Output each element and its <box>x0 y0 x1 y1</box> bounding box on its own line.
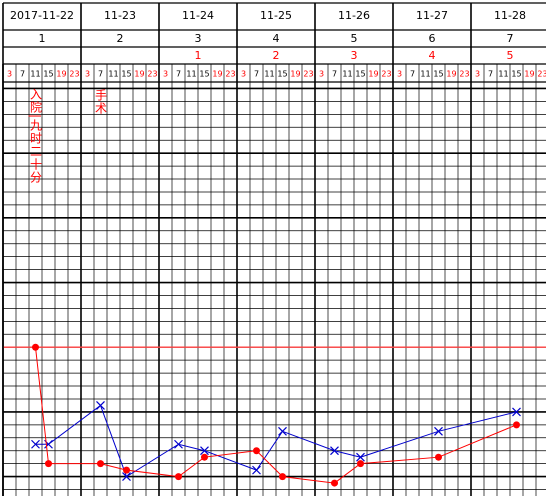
hour-label: 3 <box>163 70 168 79</box>
hour-label: 11 <box>30 70 40 79</box>
hour-label: 7 <box>488 70 493 79</box>
hour-label: 15 <box>43 70 53 79</box>
dot-marker <box>175 473 182 481</box>
hour-label: 7 <box>332 70 337 79</box>
x-marker <box>200 446 209 456</box>
dot-marker <box>279 473 286 481</box>
x-marker <box>434 426 443 436</box>
x-marker <box>512 407 521 417</box>
x-marker <box>330 446 339 456</box>
hour-label: 11 <box>498 70 508 79</box>
annotation: 入院|九时二十分 <box>29 88 43 184</box>
hour-label: 19 <box>368 70 378 79</box>
hour-label: 3 <box>475 70 480 79</box>
hour-label: 19 <box>212 70 222 79</box>
post-op-day: 2 <box>273 49 280 62</box>
hour-label: 7 <box>254 70 259 79</box>
dot-marker <box>32 343 39 351</box>
hour-label: 3 <box>241 70 246 79</box>
hour-label: 3 <box>7 70 12 79</box>
post-op-day: 5 <box>507 49 514 62</box>
x-marker <box>122 472 131 482</box>
dot-marker <box>331 479 338 487</box>
hour-label: 7 <box>98 70 103 79</box>
x-marker <box>31 439 40 449</box>
hour-label: 19 <box>56 70 66 79</box>
hour-label: 15 <box>199 70 209 79</box>
hour-label: 3 <box>319 70 324 79</box>
x-marker <box>174 439 183 449</box>
dot-marker <box>357 460 364 468</box>
hour-label: 19 <box>290 70 300 79</box>
date-label: 11-25 <box>260 9 292 22</box>
hour-label: 19 <box>134 70 144 79</box>
annotation: 手术 <box>94 89 108 115</box>
day-number: 2 <box>117 32 124 45</box>
series-line <box>35 347 517 484</box>
hour-label: 3 <box>397 70 402 79</box>
x-marker <box>356 452 365 462</box>
hour-label: 15 <box>277 70 287 79</box>
dot-marker <box>253 447 260 455</box>
x-marker <box>96 401 105 410</box>
hour-label: 15 <box>511 70 521 79</box>
hour-label: 23 <box>381 70 391 79</box>
series-line <box>35 404 517 478</box>
day-number: 5 <box>351 32 358 45</box>
hour-label: 15 <box>355 70 365 79</box>
hour-label: 23 <box>69 70 79 79</box>
hour-label: 23 <box>537 70 546 79</box>
dot-marker <box>45 460 52 468</box>
day-number: 7 <box>507 32 514 45</box>
hour-label: 19 <box>524 70 534 79</box>
date-label: 11-23 <box>104 9 136 22</box>
hour-label: 11 <box>420 70 430 79</box>
hour-label: 11 <box>186 70 196 79</box>
hour-label: 3 <box>85 70 90 79</box>
hour-label: 15 <box>121 70 131 79</box>
post-op-day: 4 <box>429 49 436 62</box>
day-number: 1 <box>39 32 46 45</box>
x-marker <box>278 426 287 436</box>
dot-marker <box>97 460 104 468</box>
x-marker <box>252 465 261 475</box>
hour-label: 7 <box>410 70 415 79</box>
hour-label: 23 <box>225 70 235 79</box>
day-number: 3 <box>195 32 202 45</box>
date-label: 11-24 <box>182 9 214 22</box>
dot-marker <box>201 453 208 461</box>
dot-marker <box>123 466 130 474</box>
hour-label: 23 <box>459 70 469 79</box>
date-label: 11-28 <box>494 9 526 22</box>
hour-label: 11 <box>342 70 352 79</box>
hour-label: 23 <box>303 70 313 79</box>
date-label: 2017-11-22 <box>10 9 74 22</box>
date-label: 11-26 <box>338 9 370 22</box>
post-op-day: 1 <box>195 49 202 62</box>
date-label: 11-27 <box>416 9 448 22</box>
day-number: 4 <box>273 32 280 45</box>
day-number: 6 <box>429 32 436 45</box>
dot-marker <box>435 453 442 461</box>
hour-label: 7 <box>176 70 181 79</box>
hour-label: 19 <box>446 70 456 79</box>
hour-label: 7 <box>20 70 25 79</box>
dot-marker <box>513 421 520 429</box>
hour-label: 23 <box>147 70 157 79</box>
hour-label: 11 <box>264 70 274 79</box>
post-op-day: 3 <box>351 49 358 62</box>
hour-label: 15 <box>433 70 443 79</box>
hour-label: 11 <box>108 70 118 79</box>
